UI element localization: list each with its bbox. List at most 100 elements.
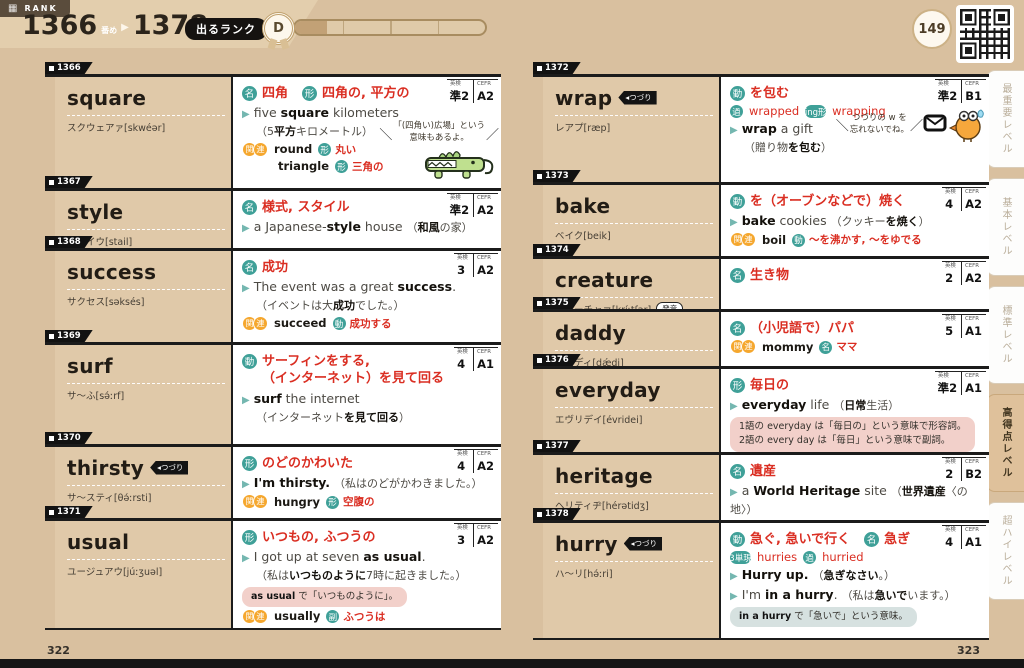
related-words: 関連 hungry 形空腹の — [242, 494, 495, 510]
related-word-row: 関連 round 形丸い — [242, 141, 495, 157]
entry-1369: 1369 surf サ〜ふ[sə́ːrf] 英検 4 CEFR A1 動サーフィンをする, （イ… — [45, 342, 501, 444]
entry-1374: 1374creatureクリーチャァ[kríːtʃər]発音英検2CEFRA2名… — [533, 256, 989, 309]
entry-number-tag: 1370 — [45, 432, 93, 444]
related-word: mommy — [762, 339, 814, 354]
entry-number-tag: 1375 — [533, 297, 581, 309]
entry-number-tag: 1376 — [533, 354, 581, 366]
headword: success — [67, 259, 157, 284]
meaning-text: サーフィンをする, （インターネット）を見て回る — [262, 353, 445, 387]
definition-cell: 英検 5 CEFR A1 名（小児語で）パパ関連 mommy 名ママ — [719, 311, 989, 366]
example-marker-icon: ▶ — [242, 394, 250, 406]
entry-1367: 1367 style スタイウ[stail] 英検 準2 CEFR A2 名様式, スタイル ▶… — [45, 188, 501, 248]
meaning-text: を（オーブンなどで）焼く — [750, 193, 905, 209]
eiken-grade: 英検 準2 — [447, 80, 474, 103]
eiken-grade-value: 準2 — [937, 88, 958, 103]
cefr-grade-label: CEFR — [477, 193, 492, 201]
meaning-text: 急ぐ, 急いで行く — [750, 531, 851, 547]
related-meaning: 〜を沸かす, 〜をゆでる — [809, 234, 922, 247]
cefr-grade: CEFR A1 — [961, 371, 986, 395]
related-icon-ren: 連 — [741, 232, 756, 248]
pronunciation: クリーチャァ[kríːtʃər]発音 — [555, 302, 713, 309]
example-sentence: ▶ five square kilometers （5平方キロメートル） — [242, 104, 495, 140]
cefr-grade-label: CEFR — [477, 253, 492, 261]
eiken-grade-value: 4 — [945, 534, 954, 549]
entry-divider — [45, 248, 501, 251]
entry-body: everyday エヴリデイ[évridei] 英検 準2 CEFR A1 形毎日の ▶ eve… — [543, 368, 989, 452]
related-meaning: 丸い — [335, 143, 357, 156]
pos-chip-形: 形 — [318, 143, 332, 157]
cefr-grade-value: A2 — [477, 88, 494, 103]
entry-1366: 1366 square スクウェアァ[skwéər] 英検 準2 CEFR A2 名四角形四角… — [45, 74, 501, 188]
page-number-right: 323 — [957, 644, 980, 657]
example-marker-icon: ▶ — [242, 283, 250, 295]
definition-cell: 英検 3 CEFR A2 形いつもの, ふつうの ▶ I got up at seven a… — [231, 520, 501, 628]
entry-divider — [533, 182, 989, 185]
related-icon: 関連 — [242, 494, 268, 510]
entry-divider — [45, 74, 501, 77]
word-cell: everyday エヴリデイ[évridei] — [543, 368, 719, 452]
meaning-text: を包む — [750, 85, 790, 101]
example-marker-icon: ▶ — [242, 479, 250, 491]
definition-cell: 英検 4 CEFR A1 動急ぐ, 急いで行く名急ぎ 3単現 hurries 過 hurried… — [719, 522, 989, 638]
word-row: style — [67, 200, 225, 230]
cefr-grade: CEFR A2 — [473, 193, 498, 217]
grade-badge: 英検 準2 CEFR A2 — [446, 192, 498, 217]
entry-1377: 1377 heritage ヘリティヂ[hérətidʒ] 英検 2 CEFR B2 名遺産 ▶… — [533, 452, 989, 520]
callout-text: 「(四角い)広場」という 意味もあるよ。 — [393, 121, 485, 144]
related-meaning: ふつうは — [343, 610, 386, 623]
cefr-grade: CEFR A2 — [473, 523, 498, 547]
example-marker-icon: ▶ — [730, 217, 738, 229]
example-marker-icon: ▶ — [730, 401, 738, 413]
headword: wrap — [555, 85, 613, 110]
example-marker-icon: ▶ — [730, 571, 738, 583]
right-page: 1372 wrap ◂つづり レアプ[ræp] 英検 準2 CEFR B1 動を包む過 wrapp… — [533, 74, 989, 640]
headword: hurry — [555, 531, 618, 556]
definition-cell: 英検 準2 CEFR A2 名様式, スタイル ▶ a Japanese-style hou… — [231, 190, 501, 248]
headword: style — [67, 199, 124, 224]
cefr-grade-label: CEFR — [477, 347, 492, 355]
pronunciation: サ〜スティ[θə́ːrsti] — [67, 492, 152, 504]
pos-chip-名: 名 — [730, 320, 745, 336]
eiken-grade-value: 4 — [457, 458, 466, 473]
example-english: bake cookies — [741, 213, 827, 229]
example-japanese: （世界遺産〈の地〉） — [730, 485, 968, 517]
cefr-grade: CEFR A1 — [961, 525, 986, 549]
meaning-text: 遺産 — [750, 463, 777, 479]
example-sentence: ▶ wrap a gift （贈り物を包む） — [730, 120, 983, 156]
cefr-grade: CEFR B2 — [961, 457, 986, 481]
pos-chip-名: 名 — [242, 259, 257, 275]
example-english: I'm thirsty. — [253, 475, 331, 491]
word-row: creature — [555, 268, 713, 298]
entry-1371: 1371 usual ユージュアウ[júːʒuəl] 英検 3 CEFR A2 形いつもの, … — [45, 518, 501, 628]
pos-chip-形: 形 — [730, 377, 745, 393]
spelling-caution-tag: ◂つづり — [150, 460, 189, 475]
eiken-grade-label: 英検 — [945, 525, 956, 533]
example-english: everyday life — [741, 397, 830, 413]
headword: everyday — [555, 377, 661, 402]
related-word: usually — [274, 609, 321, 624]
grade-badge: 英検 準2 CEFR A1 — [934, 370, 986, 395]
example-english: The event was a great success. — [253, 279, 457, 295]
related-word-row: triangle 形三角の — [242, 159, 495, 174]
related-icon-ren: 連 — [253, 141, 268, 157]
cefr-grade-value: A2 — [477, 262, 494, 277]
example-sentence: ▶ I'm thirsty. （私はのどがかわきました。） — [242, 474, 495, 492]
meanings-line: 動を（オーブンなどで）焼く — [730, 193, 983, 211]
page-number-left: 322 — [47, 644, 70, 657]
bird-illustration — [923, 103, 989, 147]
related-icon-ren: 連 — [253, 608, 268, 624]
meaning-item: 形のどのかわいた — [242, 455, 353, 473]
eiken-grade-value: 準2 — [449, 202, 470, 217]
related-meaning: 空腹の — [342, 496, 375, 509]
cefr-grade-label: CEFR — [965, 314, 980, 322]
eiken-grade-label: 英検 — [937, 371, 949, 379]
cefr-grade: CEFR A2 — [473, 253, 498, 277]
example-english: surf the internet — [253, 390, 360, 406]
word-row: usual — [67, 530, 225, 560]
eiken-grade: 英検 準2 — [935, 372, 962, 395]
related-word: hungry — [274, 494, 320, 509]
eiken-grade: 英検 準2 — [447, 194, 474, 217]
eiken-grade: 英検 5 — [942, 315, 961, 338]
callout-slash-right: ／ — [485, 127, 499, 143]
word-cell: bake ベイク[beik] — [543, 184, 719, 256]
